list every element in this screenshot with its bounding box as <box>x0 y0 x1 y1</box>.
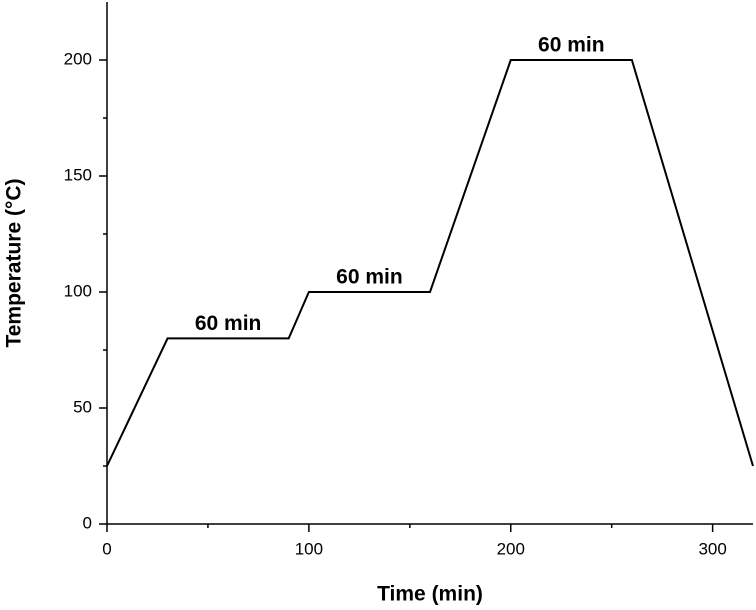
y-tick-label: 150 <box>64 165 92 184</box>
x-tick-label: 300 <box>698 539 726 558</box>
x-axis-title: Time (min) <box>377 583 483 606</box>
y-tick-label: 50 <box>73 397 92 416</box>
line <box>106 59 754 467</box>
x-tick-label: 200 <box>497 539 525 558</box>
x-tick-label: 0 <box>102 539 111 558</box>
y-tick-label: 200 <box>64 49 92 68</box>
annotation: 60 min <box>538 34 605 57</box>
x-tick-label: 100 <box>295 539 323 558</box>
y-axis-title: Temperature (°C) <box>3 178 26 347</box>
y-tick-label: 100 <box>64 281 92 300</box>
annotation: 60 min <box>195 312 262 335</box>
annotation: 60 min <box>336 266 403 289</box>
y-tick-label: 0 <box>83 513 92 532</box>
